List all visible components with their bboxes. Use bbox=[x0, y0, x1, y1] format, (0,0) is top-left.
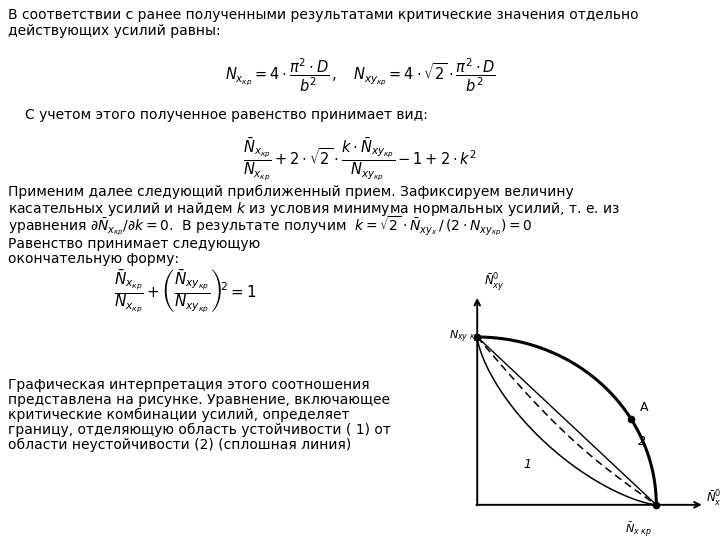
Text: $\bar{N}^0_{xy}$: $\bar{N}^0_{xy}$ bbox=[485, 272, 505, 293]
Text: окончательную форму:: окончательную форму: bbox=[8, 252, 179, 266]
Text: действующих усилий равны:: действующих усилий равны: bbox=[8, 24, 220, 38]
Text: В соответствии с ранее полученными результатами критические значения отдельно: В соответствии с ранее полученными резул… bbox=[8, 8, 639, 22]
Text: области неустойчивости (2) (сплошная линия): области неустойчивости (2) (сплошная лин… bbox=[8, 438, 351, 452]
Text: 1: 1 bbox=[523, 458, 531, 471]
Text: $N_{x_{кр}} = 4 \cdot \dfrac{\pi^2 \cdot D}{b^2}$$\,,\quad N_{xy_{кр}} = 4 \cdot: $N_{x_{кр}} = 4 \cdot \dfrac{\pi^2 \cdot… bbox=[225, 56, 495, 94]
Text: Графическая интерпретация этого соотношения: Графическая интерпретация этого соотноше… bbox=[8, 378, 369, 392]
Text: $\bar{N}^0_x$: $\bar{N}^0_x$ bbox=[706, 488, 720, 508]
Text: Применим далее следующий приближенный прием. Зафиксируем величину: Применим далее следующий приближенный пр… bbox=[8, 185, 574, 199]
Text: Равенство принимает следующую: Равенство принимает следующую bbox=[8, 237, 260, 251]
Text: $\dfrac{\bar{N}_{x_{кр}}}{N_{x_{кр}}} + 2 \cdot \sqrt{2} \cdot \dfrac{k \cdot \b: $\dfrac{\bar{N}_{x_{кр}}}{N_{x_{кр}}} + … bbox=[243, 135, 477, 182]
Text: A: A bbox=[640, 401, 649, 414]
Text: критические комбинации усилий, определяет: критические комбинации усилий, определяе… bbox=[8, 408, 349, 422]
Text: $\bar{N}_{x\ кр}$: $\bar{N}_{x\ кр}$ bbox=[625, 520, 652, 538]
Text: уравнения $\partial\bar{N}_{x_{кр}}/\partial k = 0$.  В результате получим  $k =: уравнения $\partial\bar{N}_{x_{кр}}/\par… bbox=[8, 215, 533, 239]
Text: границу, отделяющую область устойчивости ( 1) от: границу, отделяющую область устойчивости… bbox=[8, 423, 391, 437]
Text: 2: 2 bbox=[638, 435, 646, 448]
Text: касательных усилий и найдем $k$ из условия минимума нормальных усилий, т. е. из: касательных усилий и найдем $k$ из услов… bbox=[8, 200, 620, 218]
Text: С учетом этого полученное равенство принимает вид:: С учетом этого полученное равенство прин… bbox=[25, 108, 428, 122]
Text: представлена на рисунке. Уравнение, включающее: представлена на рисунке. Уравнение, вклю… bbox=[8, 393, 390, 407]
Text: $N_{xy\ кр}$: $N_{xy\ кр}$ bbox=[449, 329, 480, 345]
Text: $\dfrac{\bar{N}_{x_{кр}}}{N_{x_{кр}}} + \left(\dfrac{\bar{N}_{xy_{кр}}}{N_{xy_{к: $\dfrac{\bar{N}_{x_{кр}}}{N_{x_{кр}}} + … bbox=[114, 268, 256, 315]
